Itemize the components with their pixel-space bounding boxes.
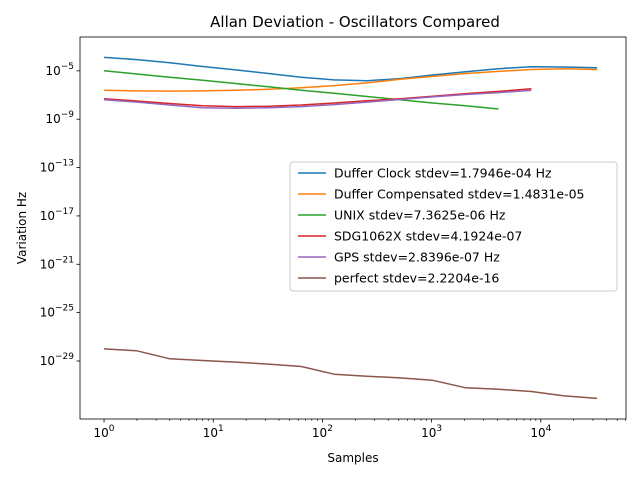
legend-entry-label: Duffer Clock stdev=1.7946e-04 Hz (334, 166, 552, 181)
x-axis-title: Samples (327, 451, 378, 465)
series-line-1 (103, 67, 598, 92)
legend-entry-label: Duffer Compensated stdev=1.4831e-05 (334, 187, 585, 202)
y-axis-title: Variation Hz (15, 192, 29, 264)
series-line-3 (103, 88, 532, 108)
series-line-4 (103, 89, 532, 110)
legend-entry-label: perfect stdev=2.2204e-16 (334, 271, 499, 286)
legend: Duffer Clock stdev=1.7946e-04 Hz Duffer C… (289, 161, 618, 292)
plot-frame (79, 36, 627, 420)
legend-entry-label: UNIX stdev=7.3625e-06 Hz (334, 208, 506, 223)
chart-title: Allan Deviation - Oscillators Compared (210, 13, 500, 31)
series-line-5 (103, 348, 598, 400)
legend-entry-label: GPS stdev=2.8396e-07 Hz (334, 250, 500, 265)
series-line-2 (103, 70, 499, 110)
series-line-0 (103, 56, 598, 82)
legend-box (289, 161, 618, 292)
legend-entry-label: SDG1062X stdev=4.1924e-07 (334, 229, 522, 244)
